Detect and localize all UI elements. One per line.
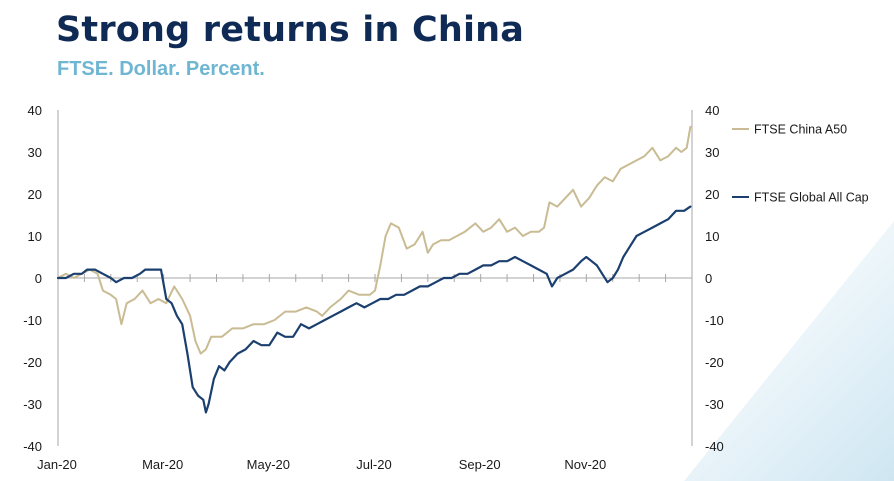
right-y-tick-label: 30 (705, 145, 719, 160)
chart-legend: FTSE China A50 FTSE Global All Cap (732, 123, 869, 205)
series-line-ftse-global-all-cap (56, 205, 692, 414)
page-title: Strong returns in China (56, 10, 525, 50)
x-tick-label: Jan-20 (37, 457, 77, 472)
left-y-tick-label: 30 (28, 145, 42, 160)
right-y-tick-label: 40 (705, 103, 719, 118)
x-axis-ticks: Jan-20 Mar-20 May-20 Jul-20 Sep-20 Nov-20 (37, 274, 693, 472)
page-subtitle: FTSE. Dollar. Percent. (57, 58, 265, 80)
series-line-ftse-china-a50 (57, 125, 692, 355)
left-y-tick-label: -30 (23, 397, 42, 412)
right-y-tick-label: -10 (705, 313, 724, 328)
right-y-tick-labels: 40 30 20 10 0 -10 -20 -30 -40 (705, 103, 724, 454)
x-tick-label: Mar-20 (142, 457, 183, 472)
legend-label: FTSE China A50 (754, 123, 847, 137)
x-tick-label: Nov-20 (564, 457, 606, 472)
left-y-tick-labels: 40 30 20 10 0 -10 -20 -30 -40 (23, 103, 42, 454)
right-y-tick-label: -40 (705, 439, 724, 454)
series-lines (56, 125, 692, 414)
x-tick-label: May-20 (247, 457, 290, 472)
right-y-tick-label: -30 (705, 397, 724, 412)
x-tick-label: Jul-20 (356, 457, 391, 472)
right-y-tick-label: 0 (705, 271, 712, 286)
x-tick-label: Sep-20 (459, 457, 501, 472)
left-y-tick-label: 0 (35, 271, 42, 286)
left-y-tick-label: 20 (28, 187, 42, 202)
right-y-tick-label: 10 (705, 229, 719, 244)
left-y-tick-label: -40 (23, 439, 42, 454)
left-y-tick-label: -10 (23, 313, 42, 328)
left-y-tick-label: 10 (28, 229, 42, 244)
right-y-tick-label: 20 (705, 187, 719, 202)
legend-label: FTSE Global All Cap (754, 191, 869, 205)
right-y-tick-label: -20 (705, 355, 724, 370)
left-y-tick-label: -20 (23, 355, 42, 370)
left-y-tick-label: 40 (28, 103, 42, 118)
